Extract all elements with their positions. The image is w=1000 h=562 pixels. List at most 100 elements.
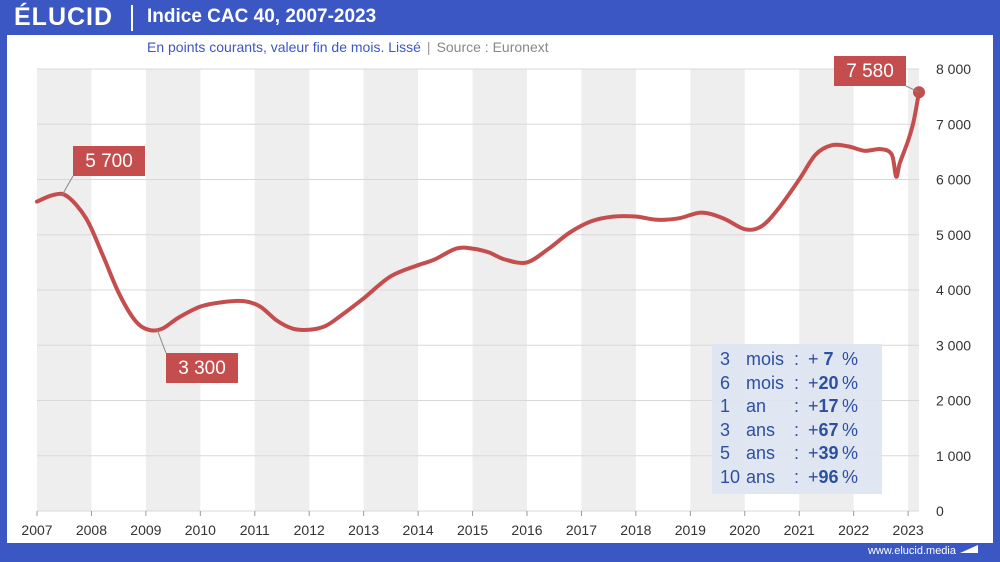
stats-period-unit: an [746, 396, 767, 417]
annotation-leader [905, 85, 920, 93]
x-tick-label: 2018 [620, 522, 651, 538]
stats-value: 67 [818, 419, 839, 440]
stats-sign: + [808, 372, 819, 393]
stats-sign: + [808, 419, 819, 440]
stats-percent-sign: % [842, 349, 859, 369]
x-tick-label: 2022 [838, 522, 869, 538]
stats-percent-sign: % [842, 466, 859, 487]
stats-sign: + [808, 466, 819, 487]
y-tick-label: 8 000 [936, 61, 971, 77]
subtitle-text: En points courants, valeur fin de mois. … [147, 39, 421, 55]
y-tick-label: 1 000 [936, 448, 971, 464]
x-tick-label: 2010 [185, 522, 216, 538]
y-tick-label: 5 000 [936, 227, 971, 243]
performance-table: 3 mois: + 7% 6 mois: +20% 1 an: +17% 3 ans: +67% 5 an… [720, 348, 862, 490]
stats-period-number: 3 [720, 419, 731, 440]
stats-period-unit: mois [746, 372, 785, 393]
stats-value: 20 [818, 372, 839, 393]
y-tick-label: 6 000 [936, 172, 971, 188]
stats-row: 6 mois: +20% [720, 372, 862, 396]
stats-percent-sign: % [842, 443, 859, 464]
stats-change: +96 [808, 466, 842, 490]
stats-period-number: 3 [720, 349, 731, 369]
stats-sign: + [808, 349, 819, 369]
stats-period-unit: mois [746, 349, 785, 369]
stats-period-number: 6 [720, 372, 731, 393]
x-tick-label: 2014 [403, 522, 434, 538]
annotation-box [73, 146, 145, 176]
x-tick-label: 2023 [893, 522, 924, 538]
stats-change: +17 [808, 395, 842, 419]
stats-colon: : [794, 349, 800, 369]
x-tick-label: 2007 [21, 522, 52, 538]
annotations: 5 700 3 300 7 580 [61, 56, 920, 383]
stats-value: 39 [818, 443, 839, 464]
x-tick-label: 2016 [511, 522, 542, 538]
annotation-box [166, 353, 238, 383]
flag-logo-icon [960, 545, 978, 553]
stats-period-number: 10 [720, 466, 741, 487]
subtitle-separator: | [426, 39, 431, 55]
stats-sign: + [808, 443, 819, 464]
stats-period-unit: ans [746, 443, 776, 464]
source-note: Source : Euronext [436, 39, 549, 55]
stats-change: +39 [808, 442, 842, 466]
y-axis-ticks: 0 1 000 2 000 3 000 4 000 5 000 6 000 7 000 8 00… [936, 61, 971, 519]
annotation-label: 7 580 [846, 61, 894, 82]
x-tick-label: 2013 [348, 522, 379, 538]
stats-period-unit: ans [746, 466, 776, 487]
footer-url[interactable]: www.elucid.media [867, 545, 956, 557]
stats-period-unit: ans [746, 419, 776, 440]
annotation-label: 5 700 [85, 151, 133, 172]
stats-period-number: 5 [720, 443, 731, 464]
annotation-leader [156, 328, 167, 354]
x-tick-label: 2011 [240, 522, 270, 538]
stats-row: 10 ans: +96% [720, 466, 862, 490]
stats-colon: : [794, 372, 800, 393]
y-tick-label: 0 [936, 503, 944, 519]
stats-value: 96 [818, 466, 839, 487]
stats-change: +20 [808, 372, 842, 396]
stats-change: +67 [808, 419, 842, 443]
stats-percent-sign: % [842, 372, 859, 393]
stats-panel [712, 344, 882, 494]
x-tick-label: 2012 [294, 522, 325, 538]
x-tick-label: 2020 [729, 522, 760, 538]
x-tick-label: 2009 [130, 522, 161, 538]
y-tick-label: 4 000 [936, 282, 971, 298]
chart-title: Indice CAC 40, 2007-2023 [147, 6, 377, 27]
annotation-label: 3 300 [178, 358, 226, 379]
stats-percent-sign: % [842, 396, 859, 417]
stats-row: 1 an: +17% [720, 395, 862, 419]
stats-value: 7 [823, 349, 834, 369]
stats-percent-sign: % [842, 419, 859, 440]
stats-change: + 7 [808, 348, 842, 372]
stats-colon: : [794, 419, 800, 440]
series-line [35, 90, 921, 333]
y-tick-label: 7 000 [936, 116, 971, 132]
stats-colon: : [794, 443, 800, 464]
stats-sign: + [808, 396, 819, 417]
y-tick-label: 2 000 [936, 393, 971, 409]
x-tick-label: 2019 [675, 522, 706, 538]
chart-subtitle: En points courants, valeur fin de mois. … [147, 39, 549, 55]
header: ÉLUCID Indice CAC 40, 2007-2023 [0, 0, 1000, 35]
stats-colon: : [794, 396, 800, 417]
x-tick-label: 2021 [784, 522, 815, 538]
annotation-leader [61, 175, 74, 197]
stats-period-number: 1 [720, 396, 731, 417]
header-divider [131, 5, 133, 31]
x-axis-ticks: 2007 2008 2009 2010 2011 2012 2013 2014 2015 2016… [21, 511, 924, 538]
brand-logo[interactable]: ÉLUCID [14, 3, 114, 31]
x-tick-label: 2017 [566, 522, 597, 538]
stats-value: 17 [818, 396, 839, 417]
stats-row: 3 mois: + 7% [720, 348, 862, 372]
stats-colon: : [794, 466, 800, 487]
y-tick-label: 3 000 [936, 337, 971, 353]
stats-row: 5 ans: +39% [720, 442, 862, 466]
stats-row: 3 ans: +67% [720, 419, 862, 443]
x-tick-label: 2008 [76, 522, 107, 538]
annotation-box [834, 56, 906, 86]
x-tick-label: 2015 [457, 522, 488, 538]
